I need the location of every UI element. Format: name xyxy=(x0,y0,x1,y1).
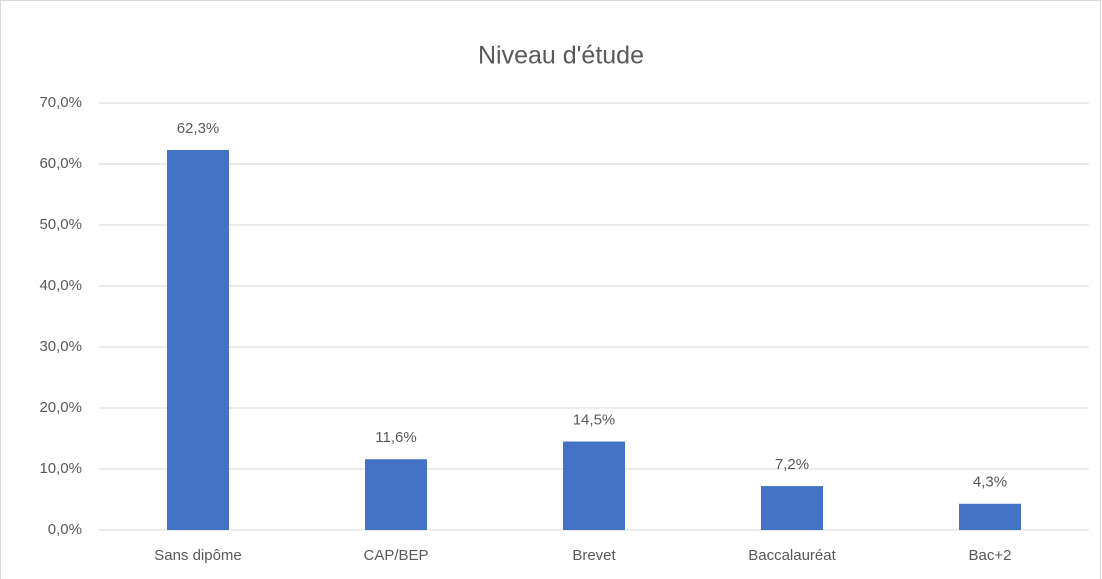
y-tick-label: 30,0% xyxy=(39,338,82,355)
data-label: 14,5% xyxy=(573,412,616,429)
x-tick-label: CAP/BEP xyxy=(363,547,428,564)
data-label: 62,3% xyxy=(177,120,220,137)
data-label: 11,6% xyxy=(375,429,416,446)
y-tick-label: 0,0% xyxy=(48,521,82,538)
bar xyxy=(761,486,823,530)
y-tick-label: 20,0% xyxy=(39,399,82,416)
data-label: 7,2% xyxy=(775,456,809,473)
chart-title: Niveau d'étude xyxy=(478,42,644,70)
x-tick-label: Baccalauréat xyxy=(748,547,836,564)
bar xyxy=(365,459,427,530)
x-tick-label: Sans dipôme xyxy=(154,547,242,564)
bar xyxy=(959,503,1021,530)
x-tick-label: Brevet xyxy=(572,547,616,564)
x-tick-label: Bac+2 xyxy=(969,547,1012,564)
bar xyxy=(563,441,625,530)
y-tick-label: 50,0% xyxy=(39,216,82,233)
y-tick-label: 60,0% xyxy=(39,155,82,172)
y-tick-label: 40,0% xyxy=(39,277,82,294)
bar xyxy=(167,149,229,530)
y-tick-label: 10,0% xyxy=(39,460,82,477)
data-label: 4,3% xyxy=(973,474,1007,491)
y-tick-label: 70,0% xyxy=(39,94,82,111)
